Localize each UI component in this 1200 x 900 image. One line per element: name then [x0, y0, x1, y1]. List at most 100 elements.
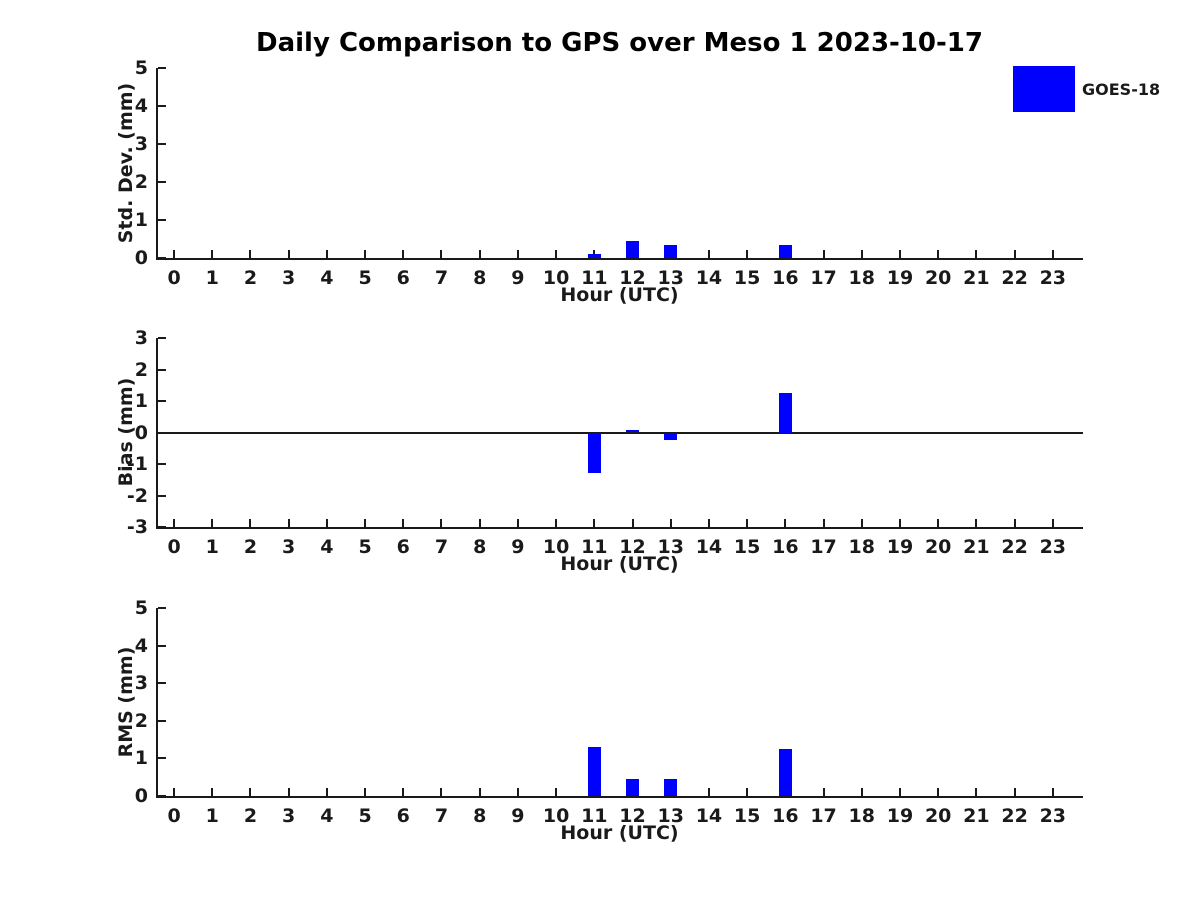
- x-tick-label: 2: [243, 536, 258, 558]
- bar-hour-12: [626, 429, 640, 433]
- x-tick-label: 9: [511, 805, 525, 827]
- bar-hour-16: [778, 245, 792, 258]
- bar-hour-13: [664, 432, 678, 441]
- y-tick: [158, 719, 166, 722]
- y-tick: [158, 400, 166, 402]
- x-tick: [402, 519, 405, 527]
- y-tick-label: 2: [134, 709, 148, 732]
- x-tick: [1013, 519, 1016, 527]
- x-tick-label: 15: [733, 805, 761, 827]
- x-tick-label: 12: [619, 536, 646, 558]
- x-tick: [593, 519, 596, 527]
- x-tick-label: 1: [205, 805, 219, 827]
- x-tick-label: 17: [810, 267, 837, 289]
- x-tick-label: 10: [542, 805, 570, 827]
- x-tick-label: 11: [581, 805, 608, 827]
- x-tick: [402, 250, 405, 258]
- bar-hour-11: [587, 254, 601, 258]
- y-tick-label: 5: [134, 597, 148, 619]
- y-tick-label: 2: [134, 171, 148, 193]
- x-tick-label: 15: [733, 267, 761, 289]
- x-tick: [860, 788, 863, 796]
- x-tick-label: 0: [167, 805, 181, 827]
- x-tick-label: 21: [963, 536, 990, 558]
- x-tick-label: 0: [167, 267, 181, 289]
- x-tick: [822, 519, 825, 527]
- y-axis-label-rms: RMS (mm): [115, 646, 137, 758]
- y-tick-label: 3: [134, 672, 148, 695]
- x-tick: [478, 250, 481, 258]
- x-tick-label: 7: [434, 267, 449, 289]
- chart-title: Daily Comparison to GPS over Meso 1 2023…: [256, 28, 983, 58]
- x-tick-label: 3: [282, 536, 296, 558]
- x-tick: [478, 788, 481, 796]
- x-tick: [555, 519, 558, 527]
- x-tick-label: 20: [924, 267, 952, 289]
- y-tick-label: 1: [134, 390, 148, 412]
- x-tick-label: 11: [581, 536, 608, 558]
- x-tick: [1051, 788, 1054, 796]
- x-tick-label: 8: [473, 805, 487, 827]
- x-axis-label-rms: Hour (UTC): [560, 822, 679, 844]
- x-tick-label: 19: [886, 805, 914, 827]
- x-tick: [746, 519, 749, 527]
- x-tick-label: 1: [205, 536, 219, 558]
- x-tick: [249, 519, 252, 527]
- y-tick-label: 0: [134, 785, 148, 807]
- x-tick: [325, 250, 328, 258]
- x-tick-label: 14: [695, 267, 723, 289]
- x-tick-label: 13: [657, 805, 684, 827]
- y-tick-label: 4: [134, 634, 148, 657]
- x-tick-label: 16: [772, 805, 799, 827]
- bar-hour-11: [587, 432, 601, 474]
- x-tick-label: 18: [848, 536, 875, 558]
- x-tick-label: 14: [695, 805, 723, 827]
- y-tick: [158, 219, 166, 221]
- x-tick: [287, 788, 290, 796]
- x-tick-label: 21: [963, 805, 990, 827]
- x-tick: [555, 788, 558, 796]
- legend-label: GOES-18: [1082, 80, 1161, 99]
- x-tick: [364, 250, 367, 258]
- x-tick-label: 8: [473, 267, 487, 289]
- x-tick: [364, 788, 367, 796]
- x-tick: [860, 519, 863, 527]
- x-tick-label: 17: [810, 805, 837, 827]
- x-tick-label: 8: [473, 536, 487, 558]
- x-tick: [364, 519, 367, 527]
- y-tick: [158, 337, 166, 339]
- x-tick: [173, 788, 176, 796]
- x-tick-label: 17: [810, 536, 837, 558]
- x-tick: [402, 788, 405, 796]
- plot-area-stddev: 0 1 2 3 4 5 0 1 2 3 4 5 6 7 8 9 10 11 12 13 14 15 16 17 18 19 20 21…: [135, 57, 1083, 289]
- x-tick-label: 4: [320, 805, 334, 827]
- y-tick-label: 1: [134, 747, 148, 770]
- x-tick-label: 20: [924, 805, 952, 827]
- x-tick-label: 6: [396, 805, 410, 827]
- x-tick: [1013, 250, 1016, 258]
- y-tick: [158, 143, 166, 145]
- x-tick-label: 12: [619, 267, 646, 289]
- x-tick: [975, 519, 978, 527]
- x-tick-label: 22: [1001, 536, 1028, 558]
- x-tick-label: 6: [396, 536, 410, 558]
- x-tick-label: 7: [434, 536, 449, 558]
- x-tick-label: 4: [320, 536, 334, 558]
- x-tick-label: 16: [772, 267, 799, 289]
- x-tick: [937, 519, 940, 527]
- x-tick-label: 9: [511, 267, 525, 289]
- y-tick-label: 3: [134, 133, 148, 155]
- plot-area-rms: 0 1 2 3 4 5 0 1 2 3 4 5 6 7 8 9 10 11 12 13 14 15 16 17 18 19 20 21…: [135, 597, 1083, 827]
- x-tick-label: 12: [619, 805, 646, 827]
- x-tick-label: 13: [657, 536, 684, 558]
- x-tick: [975, 250, 978, 258]
- x-tick: [746, 788, 749, 796]
- x-axis-label-bias: Hour (UTC): [560, 553, 679, 575]
- x-tick: [707, 519, 710, 527]
- x-tick: [440, 788, 443, 796]
- y-tick-label: 1: [134, 209, 148, 231]
- x-tick-label: 20: [924, 536, 952, 558]
- x-tick-label: 2: [243, 805, 258, 827]
- x-tick: [746, 250, 749, 258]
